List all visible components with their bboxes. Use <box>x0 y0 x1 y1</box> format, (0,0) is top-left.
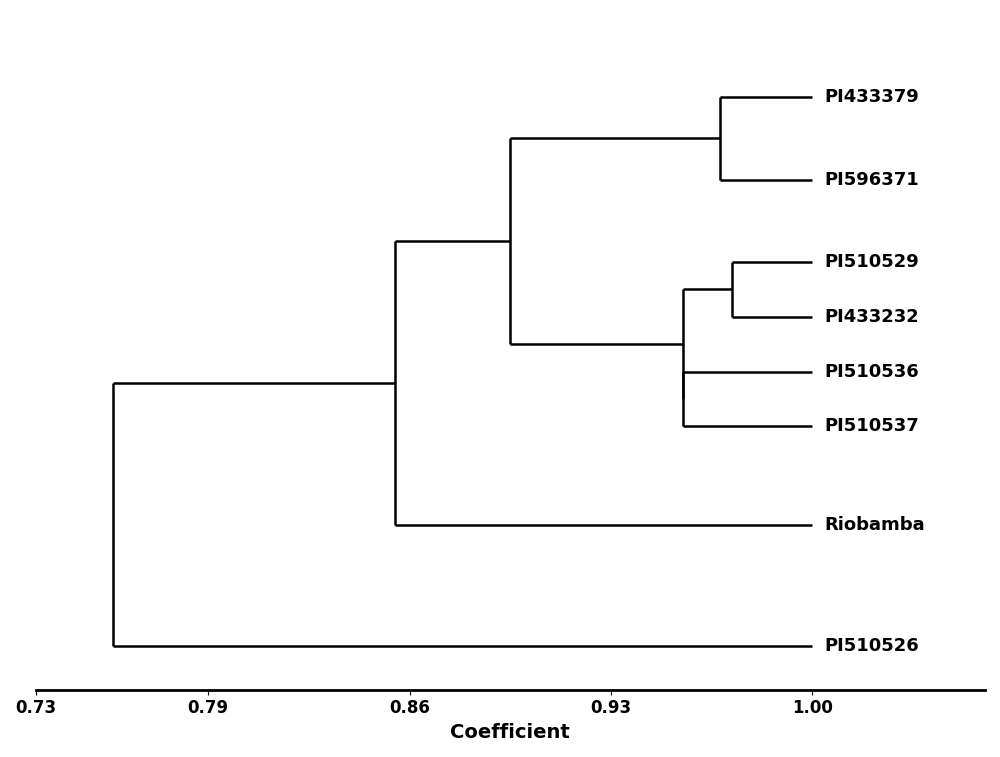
Text: PI510529: PI510529 <box>824 253 919 271</box>
Text: PI510526: PI510526 <box>824 637 919 655</box>
Text: PI596371: PI596371 <box>824 170 919 188</box>
Text: PI510536: PI510536 <box>824 363 919 381</box>
X-axis label: Coefficient: Coefficient <box>450 723 570 742</box>
Text: PI510537: PI510537 <box>824 417 919 435</box>
Text: PI433379: PI433379 <box>824 89 919 106</box>
Text: Riobamba: Riobamba <box>824 516 925 534</box>
Text: PI433232: PI433232 <box>824 307 919 326</box>
